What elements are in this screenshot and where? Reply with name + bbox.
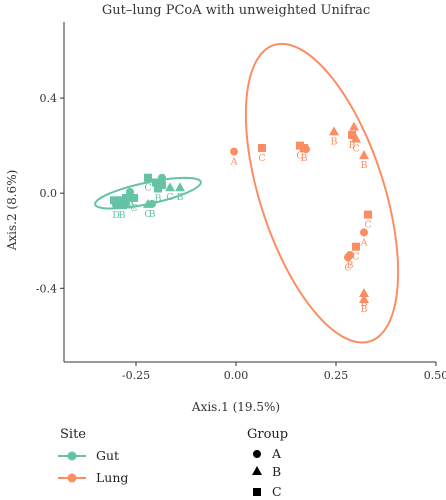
point-gut-group-c	[116, 196, 124, 205]
point-label: C	[166, 192, 173, 203]
data-points	[110, 121, 372, 303]
y-axis-ticks: 0.4 0.0 -0.4	[36, 92, 64, 295]
x-tick-label: 0.25	[324, 369, 349, 382]
legend-gut-marker	[67, 451, 77, 461]
point-lung-group-b	[349, 121, 359, 131]
point-label: A	[360, 237, 368, 248]
point-label: C	[352, 144, 359, 155]
legend-group-a-label: A	[271, 446, 282, 461]
point-gut-group-a	[148, 199, 156, 208]
point-lung-group-a	[360, 228, 368, 237]
point-lung-group-c	[364, 210, 372, 219]
point-label: C	[258, 153, 265, 164]
y-tick-label: 0.0	[40, 187, 58, 200]
chart-title: Gut–lung PCoA with unweighted Unifrac	[102, 3, 370, 18]
x-tick-label: -0.25	[122, 369, 150, 382]
point-label: B	[149, 209, 156, 220]
point-label: D	[112, 210, 120, 221]
point-label: B	[349, 140, 356, 151]
legend-group-c-label: C	[272, 484, 282, 499]
point-gut-group-c	[158, 180, 166, 189]
y-tick-label: -0.4	[36, 282, 57, 295]
point-label: C	[364, 220, 371, 231]
point-label: C	[130, 203, 137, 214]
point-lung-group-a	[230, 147, 238, 156]
x-tick-label: 0.50	[424, 369, 446, 382]
legend-gut-label: Gut	[96, 448, 119, 463]
legend-circle-icon	[253, 450, 261, 458]
legend-group: Group A B C	[247, 427, 288, 499]
point-lung-group-b	[329, 126, 339, 136]
x-axis-label: Axis.1 (19.5%)	[191, 400, 280, 414]
point-label: B	[347, 260, 354, 271]
point-lung-group-b	[359, 293, 369, 303]
point-label: A	[230, 157, 238, 168]
point-lung-group-a	[302, 145, 310, 154]
point-gut-group-b	[175, 182, 185, 192]
point-label: B	[301, 153, 308, 164]
point-label: B	[361, 304, 368, 315]
point-label: C	[352, 252, 359, 263]
legend-triangle-icon	[252, 466, 262, 475]
ellipse-lung	[244, 42, 400, 344]
legend-group-b-label: B	[272, 464, 281, 479]
point-lung-group-c	[258, 144, 266, 153]
point-lung-group-c	[352, 242, 360, 251]
legend-site-title: Site	[60, 427, 86, 442]
point-gut-group-a	[122, 199, 130, 208]
point-label: C	[144, 183, 151, 194]
point-gut-group-c	[152, 178, 160, 187]
legend-lung-marker	[67, 473, 77, 483]
point-lung-group-b	[359, 288, 369, 298]
point-lung-group-c	[348, 130, 356, 139]
point-label: C	[296, 151, 303, 162]
point-gut-group-b	[165, 182, 175, 192]
point-label: B	[361, 298, 368, 309]
point-gut-group-c	[130, 193, 138, 202]
point-gut-group-c	[144, 173, 152, 182]
point-lung-group-b	[359, 150, 369, 160]
point-lung-group-a	[344, 253, 352, 262]
legend-lung-label: Lung	[96, 470, 128, 485]
point-label: B	[177, 192, 184, 203]
point-label: B	[119, 210, 126, 221]
point-label: B	[155, 193, 162, 204]
legend-site: Site Gut Lung	[58, 427, 128, 485]
x-axis-ticks: -0.25 0.00 0.25 0.50	[122, 362, 446, 382]
point-gut-group-c	[110, 196, 118, 205]
point-label: B	[361, 160, 368, 171]
point-label: C	[144, 209, 151, 220]
x-tick-label: 0.00	[224, 369, 249, 382]
point-gut-group-a	[112, 201, 120, 210]
legend-group-title: Group	[247, 427, 288, 442]
point-label: C	[344, 262, 351, 273]
y-tick-label: 0.4	[40, 92, 58, 105]
point-label: A	[128, 201, 136, 212]
point-label: B	[331, 136, 338, 147]
point-gut-group-a	[158, 173, 166, 182]
point-gut-group-c	[122, 193, 130, 202]
point-lung-group-b	[351, 133, 361, 143]
y-axis-label: Axis.2 (8.6%)	[5, 170, 19, 252]
legend-square-icon	[253, 488, 261, 496]
